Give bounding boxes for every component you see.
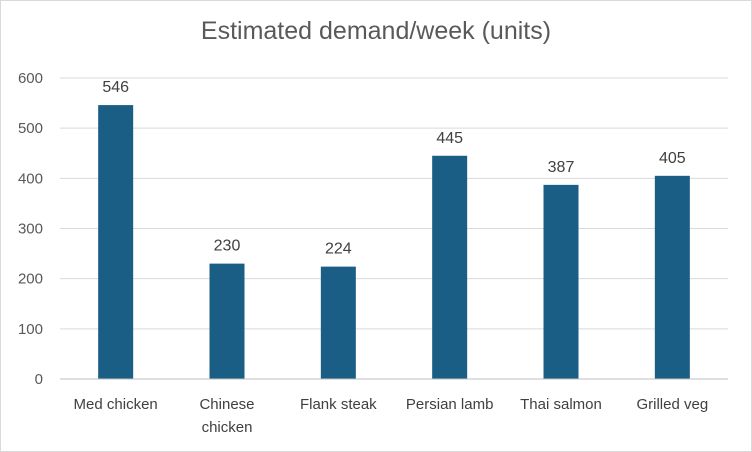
data-label: 405 (659, 150, 686, 167)
bar (320, 266, 356, 379)
x-tick-label: Thai salmon (520, 396, 602, 413)
data-label: 387 (548, 159, 575, 176)
bar (209, 263, 245, 379)
bar (543, 184, 579, 379)
y-tick-label: 300 (18, 221, 43, 238)
bar (432, 155, 468, 379)
bar (98, 105, 134, 379)
chart-title: Estimated demand/week (units) (200, 17, 552, 45)
data-label: 224 (325, 241, 352, 258)
x-tick-label: Grilled veg (636, 396, 708, 413)
y-tick-label: 600 (18, 70, 43, 87)
y-tick-label: 400 (18, 170, 43, 187)
data-label: 230 (214, 238, 241, 255)
y-tick-label: 0 (35, 371, 43, 388)
y-tick-label: 200 (18, 271, 43, 288)
data-label: 546 (102, 79, 129, 96)
x-tick-label: Flank steak (300, 396, 377, 413)
y-tick-label: 100 (18, 321, 43, 338)
x-tick-label: Chinese chicken (199, 396, 254, 436)
data-label: 445 (436, 130, 463, 147)
y-tick-label: 500 (18, 120, 43, 137)
x-tick-label: Persian lamb (406, 396, 494, 413)
bar (654, 175, 690, 379)
x-tick-label: Med chicken (74, 396, 158, 413)
